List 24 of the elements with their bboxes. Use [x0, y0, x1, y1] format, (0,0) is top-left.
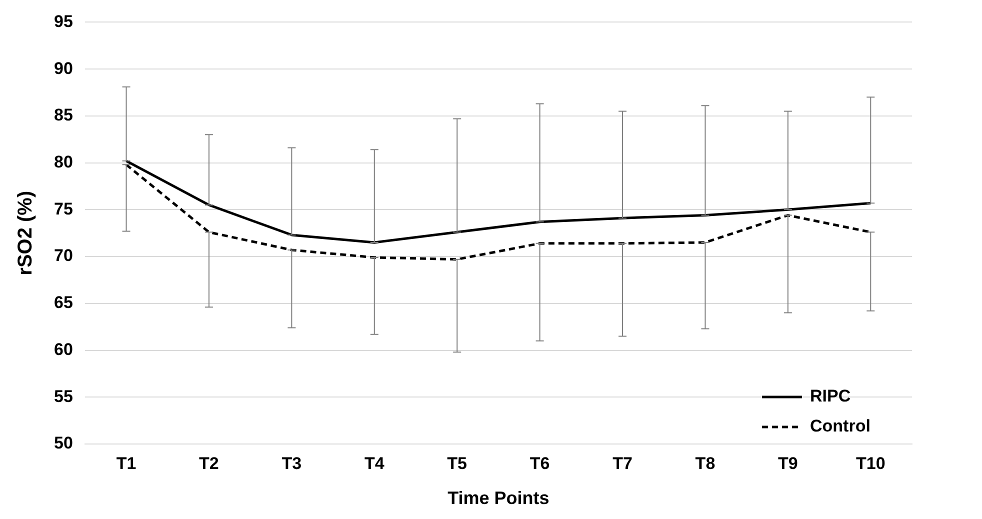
y-axis-title: rSO2 (%) [14, 190, 37, 276]
x-tick-label: T10 [856, 454, 886, 473]
x-tick-label: T9 [778, 454, 798, 473]
y-tick-label: 70 [54, 246, 73, 266]
x-axis-title: Time Points [448, 488, 550, 508]
y-tick-label: 65 [54, 293, 73, 312]
y-tick-label: 95 [54, 12, 73, 31]
x-tick-label: T5 [447, 454, 468, 473]
y-tick-label: 55 [54, 386, 73, 406]
x-tick-label: T1 [116, 454, 136, 473]
x-tick-label: T3 [282, 454, 302, 473]
x-tick-label: T4 [364, 454, 385, 473]
y-tick-label: 75 [54, 199, 73, 218]
y-tick-label: 50 [54, 434, 73, 453]
y-tick-label: 85 [54, 106, 73, 125]
y-tick-label: 60 [54, 340, 73, 359]
x-tick-label: T6 [530, 454, 550, 473]
legend-label: RIPC [810, 386, 851, 406]
x-tick-label: T8 [695, 454, 716, 473]
x-tick-label: T2 [199, 454, 219, 473]
y-tick-label: 80 [54, 152, 73, 172]
y-tick-label: 90 [54, 58, 73, 78]
legend-label: Control [810, 416, 870, 436]
x-tick-label: T7 [612, 454, 632, 473]
